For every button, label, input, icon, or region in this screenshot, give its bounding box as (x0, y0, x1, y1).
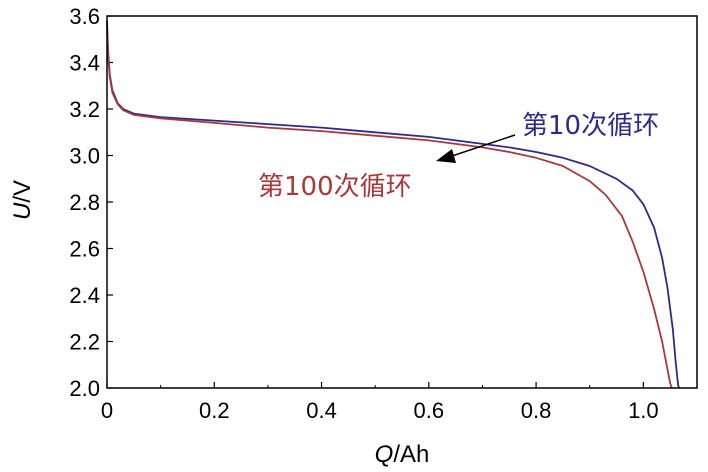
annotation-arrow (445, 134, 516, 159)
x-tick-label: 0 (101, 398, 113, 423)
x-tick-label: 0.2 (199, 398, 230, 423)
y-tick-label: 3.0 (69, 144, 100, 169)
x-tick-label: 1.0 (628, 398, 659, 423)
annotation-arrowhead (436, 149, 456, 163)
x-axis-ticks: 0 0.2 0.4 0.6 0.8 1.0 (101, 382, 698, 423)
series-line-cycle10 (106, 20, 681, 389)
y-tick-label: 2.6 (69, 237, 100, 262)
y-tick-label: 3.4 (69, 51, 100, 76)
plot-frame (106, 15, 698, 389)
x-axis-unit: /Ah (393, 441, 429, 468)
y-tick-label: 2.8 (69, 190, 100, 215)
annotation-cycle10: 第10次循环 (522, 111, 659, 141)
y-axis-unit: /V (9, 180, 36, 203)
y-tick-label: 2.0 (69, 376, 100, 401)
x-tick-label: 0.6 (414, 398, 445, 423)
series-line-cycle100 (106, 27, 673, 389)
annotation-cycle100: 第100次循环 (258, 172, 412, 202)
x-tick-label: 0.4 (306, 398, 337, 423)
series-layer (106, 20, 681, 389)
y-tick-label: 2.4 (69, 283, 100, 308)
x-axis-variable: Q (375, 441, 394, 468)
y-tick-label: 3.2 (69, 97, 100, 122)
y-tick-label: 3.6 (69, 4, 100, 29)
y-axis-title: U/V (9, 180, 36, 220)
x-tick-label: 0.8 (521, 398, 552, 423)
y-axis-ticks: 2.0 2.2 2.4 2.6 2.8 3.0 3.2 3.4 3.6 (69, 4, 113, 401)
y-tick-label: 2.2 (69, 330, 100, 355)
x-axis-title: Q/Ah (375, 441, 430, 468)
y-axis-variable: U (9, 202, 36, 220)
